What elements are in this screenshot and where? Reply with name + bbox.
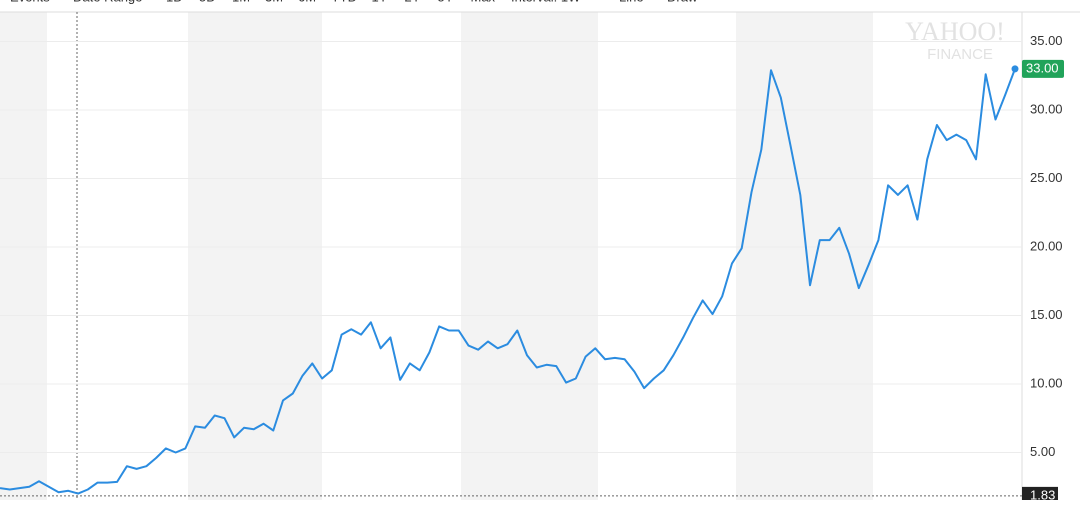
y-tick-label: 30.00 (1030, 101, 1063, 116)
toolbar-item[interactable]: 6M (298, 0, 316, 4)
last-point (1011, 65, 1019, 73)
toolbar-item[interactable]: Date Range (73, 0, 142, 4)
toolbar-item[interactable]: 3M (265, 0, 283, 4)
toolbar-item[interactable]: Line (619, 0, 644, 4)
watermark-product: FINANCE (927, 46, 993, 63)
toolbar-item[interactable]: 2Y (405, 0, 421, 4)
toolbar-item[interactable]: Events (10, 0, 50, 4)
toolbar-item[interactable]: Max (471, 0, 496, 4)
y-tick-label: 5.00 (1030, 444, 1055, 459)
band (736, 12, 873, 500)
crosshair-label: 1.83 (1030, 487, 1055, 500)
y-tick-label: 10.00 (1030, 375, 1063, 390)
toolbar-item[interactable]: Draw (667, 0, 698, 4)
band (188, 12, 322, 500)
y-tick-label: 20.00 (1030, 238, 1063, 253)
y-tick-label: 15.00 (1030, 307, 1063, 322)
y-tick-label: 25.00 (1030, 170, 1063, 185)
background-bands (0, 12, 873, 500)
last-price-label: 33.00 (1026, 60, 1059, 75)
toolbar-item[interactable]: 1D (166, 0, 183, 4)
toolbar-item[interactable]: 5Y (438, 0, 454, 4)
toolbar: Events Date Range 1D 5D 1M 3M 6M YTD 1Y 2Y 5Y Max In… (10, 0, 698, 4)
band (0, 12, 47, 500)
toolbar-item[interactable]: Interval: 1W (511, 0, 581, 4)
price-line (0, 68, 1016, 495)
y-tick-label: 35.00 (1030, 33, 1063, 48)
last-price-bg (1022, 59, 1064, 78)
toolbar-item[interactable]: YTD (331, 0, 357, 4)
toolbar-item[interactable]: 1M (232, 0, 250, 4)
toolbar-item[interactable]: 5D (199, 0, 216, 4)
band (461, 12, 598, 500)
toolbar-item[interactable]: 1Y (372, 0, 388, 4)
